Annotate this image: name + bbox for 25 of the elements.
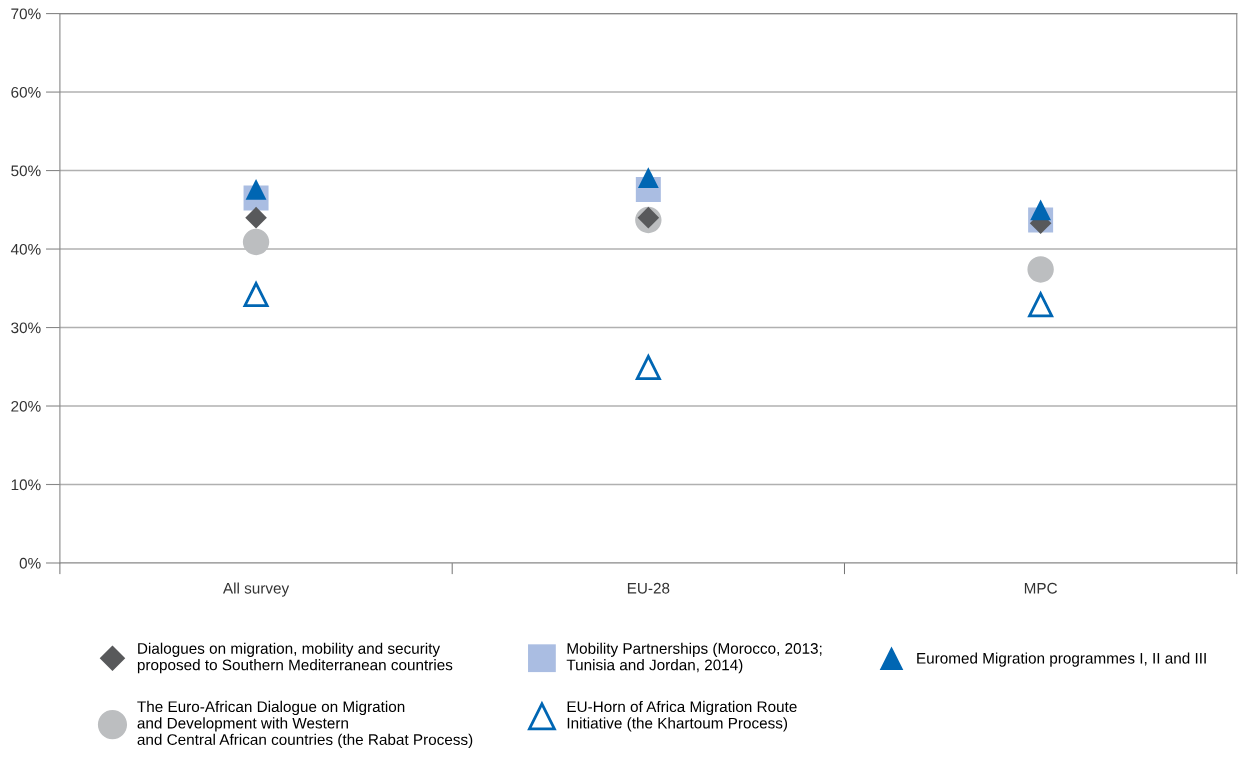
legend-label: Dialogues on migration, mobility and security proposed to Southern Mediterranean countries xyxy=(137,642,453,674)
x-tick-label: MPC xyxy=(1024,582,1058,594)
point xyxy=(1028,292,1054,318)
legend-label: Mobility Partnerships (Morocco, 2013; Tunisia and Jordan, 2014) xyxy=(566,642,822,674)
point xyxy=(1030,199,1052,221)
x-tick-label: EU-28 xyxy=(627,582,670,594)
x-tick-label: All survey xyxy=(222,582,290,597)
y-tick-label: 50% xyxy=(11,165,41,177)
point xyxy=(245,206,267,229)
point xyxy=(1027,256,1054,283)
y-tick-label: 70% xyxy=(11,8,41,20)
y-tick-label: 10% xyxy=(11,479,41,491)
legend-label: EU-Horn of Africa Migration Route Initiative (the Khartoum Process) xyxy=(567,700,797,732)
y-tick-label: 30% xyxy=(11,322,41,334)
y-tick-label: 0% xyxy=(19,557,41,569)
y-tick-label: 40% xyxy=(10,243,41,255)
point xyxy=(243,282,269,308)
legend-label: The Euro-African Dialogue on Migration and Development with Western and Central African countries (the Rabat Process) xyxy=(137,700,473,749)
point xyxy=(635,355,661,381)
point xyxy=(637,167,659,189)
point xyxy=(245,178,267,200)
y-tick-label: 60% xyxy=(11,86,41,98)
legend-label: Euromed Migration programmes I, II and III xyxy=(917,652,1206,667)
y-tick-label: 20% xyxy=(11,400,41,412)
point xyxy=(242,228,270,256)
